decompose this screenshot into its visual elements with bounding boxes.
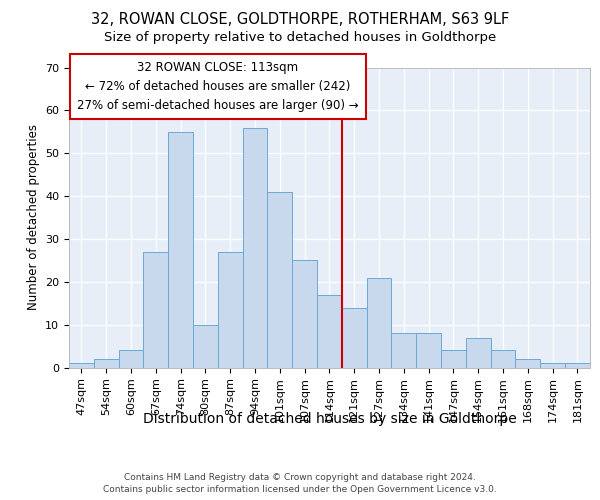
Bar [317,294,342,368]
Bar [292,260,317,368]
Bar [391,333,416,368]
Text: Size of property relative to detached houses in Goldthorpe: Size of property relative to detached ho… [104,31,496,44]
Bar [565,363,590,368]
Bar [441,350,466,368]
Text: Contains HM Land Registry data © Crown copyright and database right 2024.
Contai: Contains HM Land Registry data © Crown c… [103,472,497,494]
Bar [342,308,367,368]
Bar [515,359,540,368]
Bar [242,128,268,368]
Y-axis label: Number of detached properties: Number of detached properties [26,124,40,310]
Bar [94,359,119,368]
Text: 32 ROWAN CLOSE: 113sqm
← 72% of detached houses are smaller (242)
27% of semi-de: 32 ROWAN CLOSE: 113sqm ← 72% of detached… [77,62,359,112]
Bar [466,338,491,368]
Bar [218,252,242,368]
Bar [416,333,441,368]
Bar [268,192,292,368]
Text: Distribution of detached houses by size in Goldthorpe: Distribution of detached houses by size … [143,412,516,426]
Bar [540,363,565,368]
Bar [367,278,391,368]
Text: 32, ROWAN CLOSE, GOLDTHORPE, ROTHERHAM, S63 9LF: 32, ROWAN CLOSE, GOLDTHORPE, ROTHERHAM, … [91,12,509,27]
Bar [69,363,94,368]
Bar [119,350,143,368]
Bar [168,132,193,368]
Bar [143,252,168,368]
Bar [193,324,218,368]
Bar [491,350,515,368]
